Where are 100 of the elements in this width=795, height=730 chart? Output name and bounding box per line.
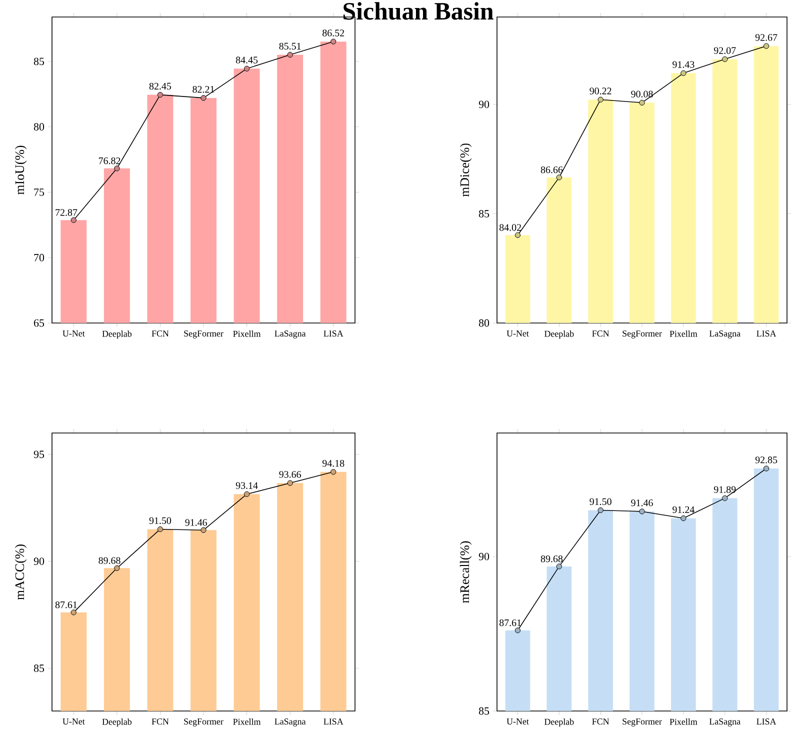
point xyxy=(330,469,336,475)
data-label: 85.51 xyxy=(279,42,301,50)
data-label: 92.67 xyxy=(755,34,778,41)
data-label: 86.66 xyxy=(540,166,563,174)
data-label: 92.07 xyxy=(714,47,736,54)
y-axis-title: mRecall(%) xyxy=(460,541,472,604)
y-tick-label: 85 xyxy=(34,58,44,66)
point xyxy=(639,508,645,514)
data-label: 87.61 xyxy=(499,619,521,626)
point xyxy=(598,96,604,102)
x-tick-label: SegFormer xyxy=(184,718,224,726)
data-label: 91.89 xyxy=(714,486,736,493)
point xyxy=(287,480,293,486)
y-tick-label: 85 xyxy=(34,664,44,672)
data-label: 87.61 xyxy=(55,601,77,608)
x-tick-label: Deeplab xyxy=(544,330,574,339)
point xyxy=(244,66,250,72)
data-label: 91.43 xyxy=(672,61,694,68)
data-label: 82.21 xyxy=(192,86,214,93)
x-tick-label: U-Net xyxy=(506,718,529,724)
x-tick-label: U-Net xyxy=(62,718,85,724)
x-tick-label: SegFormer xyxy=(622,330,662,338)
data-label: 90.08 xyxy=(631,90,653,98)
x-tick-label: LISA xyxy=(756,718,776,725)
data-label: 76.82 xyxy=(98,157,120,164)
y-tick-label: 65 xyxy=(34,319,44,327)
point xyxy=(200,527,206,533)
data-label: 86.52 xyxy=(322,30,344,36)
x-tick-label: Deeplab xyxy=(544,718,574,727)
y-tick-label: 75 xyxy=(34,188,44,196)
x-tick-label: FCN xyxy=(152,718,169,725)
x-tick-label: Deeplab xyxy=(102,718,132,727)
x-tick-label: LaSagna xyxy=(274,330,306,338)
point xyxy=(556,564,562,570)
text: Sichuan Basin xyxy=(344,2,494,20)
y-tick-label: 85 xyxy=(478,210,490,218)
data-label: 72.87 xyxy=(56,209,78,216)
y-axis-title: mDice(%) xyxy=(460,144,472,197)
data-label: 84.45 xyxy=(236,56,258,64)
data-label: 84.02 xyxy=(499,224,521,231)
point xyxy=(514,628,521,634)
x-tick-label: SegFormer xyxy=(184,330,224,338)
y-tick-label: 90 xyxy=(478,552,490,560)
point xyxy=(763,43,770,49)
y-tick-label: 85 xyxy=(478,707,490,715)
data-label: 82.45 xyxy=(149,82,172,90)
y-tick-label: 80 xyxy=(478,319,490,327)
data-label: 91.50 xyxy=(149,517,172,524)
data-label: 91.50 xyxy=(590,498,612,506)
x-tick-label: Pixellm xyxy=(670,330,698,337)
data-label: 90.22 xyxy=(590,88,612,94)
y-tick-label: 90 xyxy=(478,100,490,108)
x-tick-label: U-Net xyxy=(506,330,529,336)
x-tick-label: LaSagna xyxy=(274,718,306,726)
point xyxy=(598,507,604,514)
point xyxy=(114,565,120,571)
y-tick-label: 80 xyxy=(34,123,44,131)
y-tick-label: 90 xyxy=(34,558,44,566)
y-tick-label: 95 xyxy=(34,450,44,458)
data-label: 91.46 xyxy=(185,519,208,526)
point xyxy=(556,174,562,180)
data-label: 89.68 xyxy=(540,555,563,562)
data-label: 93.14 xyxy=(236,482,258,489)
point xyxy=(722,56,728,62)
x-tick-label: SegFormer xyxy=(622,718,662,726)
point xyxy=(157,92,164,98)
x-tick-label: Deeplab xyxy=(102,330,132,339)
x-tick-label: FCN xyxy=(592,330,610,337)
x-tick-label: Pixellm xyxy=(233,330,261,337)
data-label: 93.66 xyxy=(279,471,301,478)
point xyxy=(330,38,336,44)
data-label: 92.85 xyxy=(755,456,778,464)
y-axis-title: mACC(%) xyxy=(14,544,27,600)
x-tick-label: FCN xyxy=(152,330,169,337)
x-tick-label: LaSagna xyxy=(709,718,740,726)
point xyxy=(200,95,206,101)
data-label: 91.24 xyxy=(672,506,694,514)
x-tick-label: LaSagna xyxy=(709,330,740,338)
point xyxy=(114,166,120,172)
x-tick-label: FCN xyxy=(592,718,610,725)
data-label: 91.46 xyxy=(631,500,653,506)
x-tick-label: LISA xyxy=(324,330,344,337)
point xyxy=(680,70,686,76)
point xyxy=(244,491,250,497)
x-tick-label: LISA xyxy=(756,330,776,337)
point xyxy=(639,100,645,106)
point xyxy=(722,495,728,502)
point xyxy=(157,526,164,532)
point xyxy=(287,52,293,58)
x-tick-label: U-Net xyxy=(62,330,85,336)
point xyxy=(514,232,521,238)
y-axis-title: mIoU(%) xyxy=(14,146,27,195)
point xyxy=(680,515,686,522)
x-tick-label: Pixellm xyxy=(233,718,261,725)
x-tick-label: LISA xyxy=(324,718,344,725)
point xyxy=(70,217,76,223)
data-label: 89.68 xyxy=(98,557,120,564)
y-tick-label: 70 xyxy=(34,254,44,262)
data-label: 94.18 xyxy=(322,460,344,467)
point xyxy=(70,610,76,616)
